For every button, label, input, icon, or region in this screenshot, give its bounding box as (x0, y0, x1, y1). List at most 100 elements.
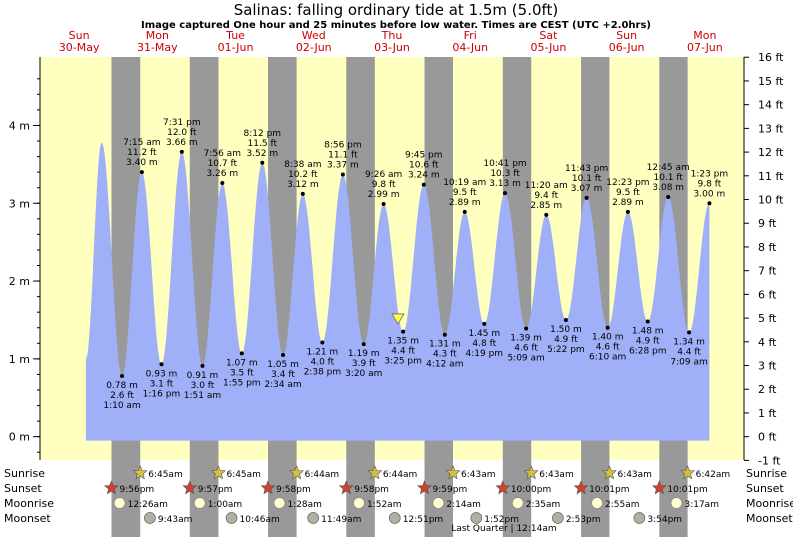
tide-label: 2.85 m (530, 201, 562, 211)
event-time: 11:49am (321, 515, 361, 525)
moonset-icon (225, 512, 238, 524)
event-time: 1:52pm (484, 515, 519, 525)
date-label: 07-Jun (687, 41, 723, 54)
event-time: 6:42am (696, 470, 731, 480)
sunrise-icon (680, 465, 696, 480)
tide-label: 10.1 ft (572, 174, 602, 184)
row-label-right: Moonset (746, 512, 793, 525)
sunrise-icon (132, 465, 148, 480)
moonrise-icon (113, 497, 126, 509)
date-label: 04-Jun (452, 41, 488, 54)
sunrise-icon (602, 465, 617, 480)
row-label-left: Sunrise (4, 467, 45, 480)
sunset-icon (182, 480, 198, 495)
event-time: 10:01pm (589, 485, 629, 495)
day-of-week-label: Wed (302, 29, 326, 42)
tide-label: 3.4 ft (271, 370, 295, 380)
tide-label: 1.39 m (510, 334, 542, 344)
event-time: 3:54pm (647, 515, 682, 525)
tide-label: 11.1 ft (328, 150, 358, 160)
date-label: 03-Jun (374, 41, 410, 54)
tide-point (401, 329, 406, 334)
day-of-week-label: Sat (539, 29, 558, 42)
right-tick-label: 6 ft (758, 288, 777, 301)
tide-label: 4.6 ft (514, 344, 538, 354)
tide-label: 9.8 ft (698, 179, 722, 189)
left-tick-label: 3 m (9, 197, 30, 210)
tide-label: 1.45 m (468, 329, 500, 339)
tide-label: 3:20 am (345, 369, 382, 379)
tide-label: 1:23 pm (691, 169, 729, 179)
right-tick-label: 1 ft (758, 407, 777, 420)
event-time: 9:58pm (276, 485, 311, 495)
right-tick-label: 10 ft (758, 194, 784, 207)
right-tick-label: -1 ft (758, 454, 781, 467)
tide-label: 10.2 ft (288, 170, 318, 180)
tide-label: 10.7 ft (208, 159, 238, 169)
tide-label: 1.35 m (387, 337, 419, 347)
day-of-week-label: Fri (464, 29, 477, 42)
current-tide-marker (391, 313, 405, 325)
axes: 0 m 1 m 2 m 3 m 4 m -1 ft 0 ft 1 ft 2 ft 3 ft 4 ft… (9, 51, 784, 467)
right-tick-label: 11 ft (758, 170, 784, 183)
tide-label: 12.0 ft (167, 128, 197, 138)
tide-label: 2.6 ft (110, 391, 134, 401)
tide-label: 1:51 am (184, 391, 221, 401)
tide-label: 1.40 m (592, 333, 624, 343)
tide-point (584, 195, 589, 200)
day-of-week-label: Mon (146, 29, 169, 42)
tide-point (462, 209, 467, 214)
tide-label: 3.08 m (652, 183, 684, 193)
tide-label: 4.4 ft (391, 347, 415, 357)
event-time: 2:35am (526, 500, 561, 510)
tide-label: 3.1 ft (150, 379, 174, 389)
tide-label: 3.9 ft (352, 359, 376, 369)
tide-label: 1.07 m (226, 358, 258, 368)
tide-label: 4.6 ft (596, 343, 620, 353)
tide-label: 4.4 ft (677, 347, 701, 357)
tide-label: 3.52 m (246, 149, 278, 159)
event-time: 6:44am (305, 470, 340, 480)
tide-label: 4.9 ft (554, 335, 578, 345)
event-time: 1:28am (287, 500, 322, 510)
tide-point (442, 332, 447, 337)
right-tick-label: 9 ft (758, 217, 777, 230)
moonrise-icon (273, 497, 286, 509)
tide-label: 6:10 am (589, 353, 626, 363)
sunrise-icon (523, 465, 539, 480)
sunset-icon (104, 480, 119, 495)
tide-label: 1:55 pm (223, 378, 261, 388)
sunset-icon (573, 480, 589, 495)
day-of-week-label: Thu (381, 29, 403, 42)
tide-label: 11:43 pm (565, 164, 608, 174)
day-of-week-label: Sun (616, 29, 637, 42)
tide-point (544, 212, 549, 217)
right-tick-label: 8 ft (758, 241, 777, 254)
chart-subtitle: Image captured One hour and 25 minutes b… (141, 20, 651, 31)
event-time: 1:00am (208, 500, 243, 510)
tide-label: 3.07 m (571, 184, 603, 194)
tide-label: 4.0 ft (311, 358, 335, 368)
tide-label: 9.5 ft (453, 188, 477, 198)
tide-point (381, 202, 386, 207)
tide-label: 12:23 pm (606, 178, 649, 188)
tide-label: 1.50 m (550, 325, 582, 335)
tide-label: 5:22 pm (547, 345, 585, 355)
tide-label: 1.05 m (267, 360, 299, 370)
row-label-left: Sunset (4, 482, 42, 495)
sunset-icon (338, 480, 354, 495)
moonrise-icon (670, 497, 683, 509)
tide-label: 6:28 pm (629, 347, 667, 357)
left-tick-label: 0 m (9, 431, 30, 444)
tide-point (645, 319, 650, 324)
tide-label: 8:38 am (284, 160, 321, 170)
event-time: 6:43am (617, 470, 652, 480)
tide-point (687, 330, 692, 335)
date-label: 01-Jun (218, 41, 254, 54)
sunrise-icon (211, 465, 226, 480)
moonrise-icon (193, 497, 206, 509)
moonset-icon (144, 512, 156, 524)
date-label: 06-Jun (609, 41, 645, 54)
moonrise-icon (353, 497, 365, 509)
date-label: 02-Jun (296, 41, 332, 54)
